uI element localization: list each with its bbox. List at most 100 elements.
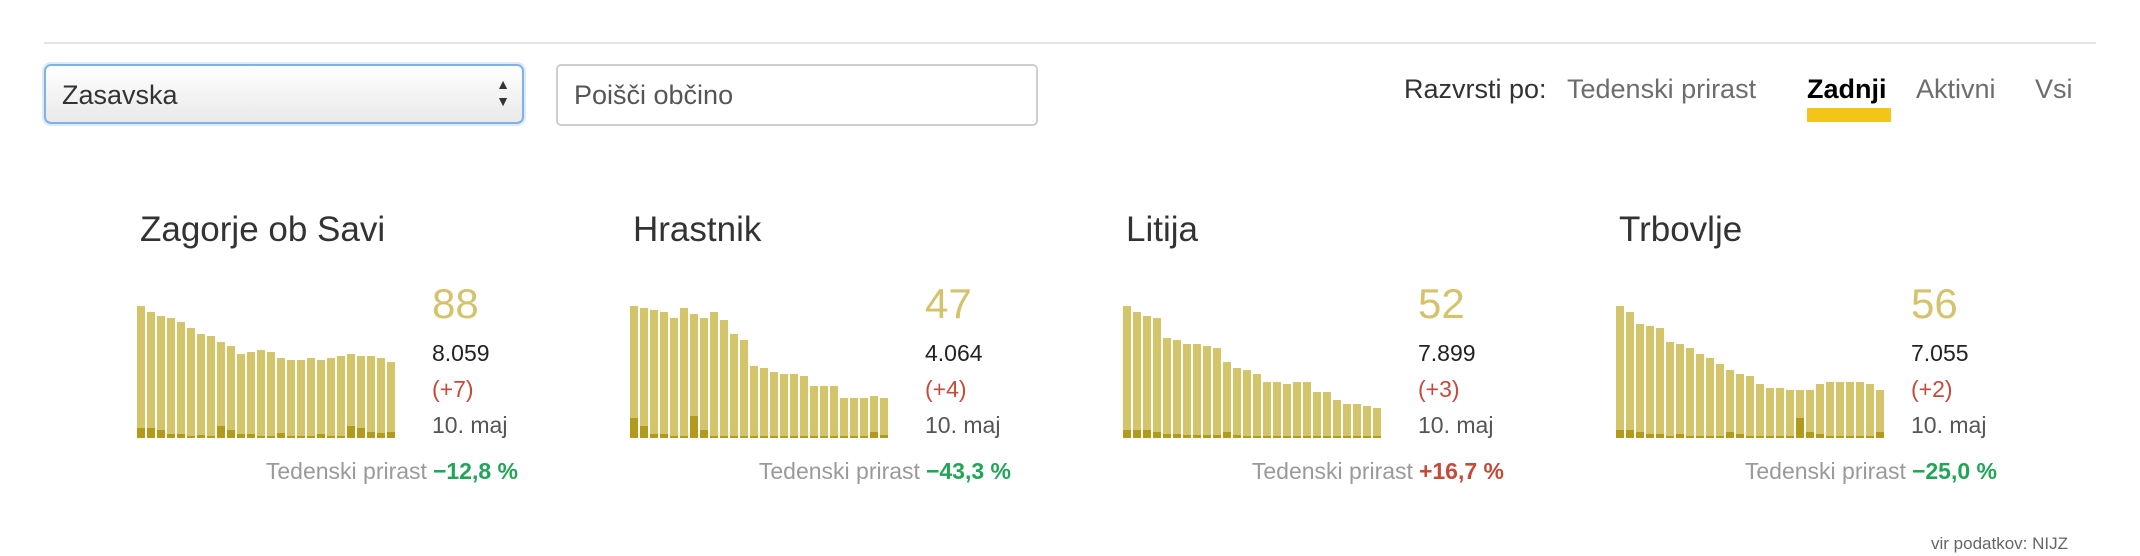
active-cases-bar <box>1183 344 1191 438</box>
new-cases-bar <box>177 434 185 438</box>
active-cases-bar <box>740 340 748 438</box>
new-cases-bar <box>780 436 788 438</box>
sort-option-latest[interactable]: Zadnji <box>1807 74 1887 104</box>
active-cases-bar <box>1676 344 1684 438</box>
new-cases-bar <box>1726 432 1734 438</box>
sort-option-all[interactable]: Vsi <box>2035 74 2073 104</box>
active-cases-bar <box>1273 382 1281 438</box>
new-cases-bar <box>750 436 758 438</box>
active-cases-bar <box>1263 382 1271 438</box>
municipality-card[interactable]: Zagorje ob Savi 88 8.059 (+7) 10. maj Te… <box>137 200 540 500</box>
active-cases-bar <box>750 366 758 438</box>
new-cases-bar <box>790 436 798 438</box>
active-cases-bar <box>1706 358 1714 438</box>
new-cases-bar <box>1323 436 1331 438</box>
active-cases-bar <box>1876 390 1884 438</box>
new-cases-bar <box>247 434 255 438</box>
active-cases-bar <box>157 316 165 438</box>
new-cases-bar <box>640 426 648 438</box>
new-cases-bar <box>217 426 225 438</box>
new-cases-bar <box>690 416 698 438</box>
new-cases-bar <box>1373 436 1381 438</box>
active-cases-bar <box>177 322 185 438</box>
active-cases-bar <box>1163 338 1171 438</box>
active-sort-underline <box>1807 108 1891 122</box>
active-cases-bar <box>730 334 738 438</box>
active-cases-bar <box>1646 326 1654 438</box>
active-cases-bar <box>840 398 848 438</box>
new-cases-bar <box>1253 436 1261 438</box>
new-cases-bar <box>1173 434 1181 438</box>
new-cases-bar <box>297 436 305 438</box>
new-cases-bar <box>257 436 265 438</box>
new-cases-bar <box>1153 432 1161 438</box>
new-cases-bar <box>1766 436 1774 438</box>
active-cases-bar <box>327 358 335 438</box>
municipality-name: Litija <box>1126 210 1198 249</box>
new-cases-bar <box>1363 436 1371 438</box>
active-cases-bar <box>640 308 648 438</box>
new-cases-bar <box>1636 432 1644 438</box>
active-cases-bar <box>1656 328 1664 438</box>
new-cases-bar <box>237 434 245 438</box>
new-cases-bar <box>1193 435 1201 438</box>
weekly-growth: Tedenski prirast −12,8 % <box>140 458 518 485</box>
new-cases-bar <box>1223 432 1231 438</box>
new-cases-bar <box>1283 436 1291 438</box>
last-update-date: 10. maj <box>1911 412 1987 438</box>
active-cases-bar <box>1223 362 1231 438</box>
last-update-date: 10. maj <box>432 412 508 438</box>
active-cases-bar <box>1213 348 1221 438</box>
top-divider <box>44 42 2096 44</box>
active-cases-bar <box>357 356 365 438</box>
active-cases-bar <box>227 346 235 438</box>
active-cases-bar <box>137 306 145 438</box>
new-cases-bar <box>880 435 888 438</box>
active-cases-bar <box>880 398 888 438</box>
new-cases-bar <box>1163 434 1171 438</box>
active-cases-bar <box>1283 384 1291 438</box>
new-cases-bar <box>1716 436 1724 438</box>
new-cases-bar <box>277 433 285 438</box>
municipality-search-input[interactable] <box>556 64 1038 126</box>
weekly-growth-value: −12,8 % <box>432 458 518 484</box>
region-select-value: Zasavska <box>62 80 178 110</box>
active-cases-bar <box>1143 316 1151 438</box>
weekly-growth: Tedenski prirast +16,7 % <box>1126 458 1504 485</box>
municipality-card[interactable]: Hrastnik 47 4.064 (+4) 10. maj Tedenski … <box>630 200 1033 500</box>
new-cases-bar <box>387 432 395 438</box>
active-cases-bar <box>870 396 878 438</box>
sort-option-weekly-growth[interactable]: Tedenski prirast <box>1567 74 1757 104</box>
sort-option-active[interactable]: Aktivni <box>1916 74 1996 104</box>
active-cases-bar <box>237 354 245 438</box>
new-cases-bar <box>1706 436 1714 438</box>
active-cases-bar <box>257 350 265 438</box>
active-cases-bar <box>1666 342 1674 438</box>
active-cases-bar <box>1756 384 1764 438</box>
new-cases-bar <box>800 436 808 438</box>
new-cases-bar <box>1736 434 1744 438</box>
active-cases-bar <box>800 376 808 438</box>
new-cases-bar <box>770 436 778 438</box>
municipality-card[interactable]: Trbovlje 56 7.055 (+2) 10. maj Tedenski … <box>1616 200 2019 500</box>
active-cases-bar <box>1243 370 1251 438</box>
new-cases-bar <box>1816 434 1824 438</box>
new-cases-bar <box>1866 436 1874 438</box>
active-cases-bar <box>1373 408 1381 438</box>
new-cases-bar <box>1696 436 1704 438</box>
daily-change-value: (+2) <box>1911 376 1953 402</box>
active-cases-bar <box>307 358 315 438</box>
active-cases-bar <box>347 354 355 438</box>
daily-change-value: (+4) <box>925 376 967 402</box>
region-select[interactable]: Zasavska ▲ ▼ <box>44 64 524 124</box>
active-cases-bar <box>1746 376 1754 438</box>
active-cases-bar <box>297 360 305 438</box>
municipality-card[interactable]: Litija 52 7.899 (+3) 10. maj Tedenski pr… <box>1123 200 1526 500</box>
new-cases-bar <box>1856 436 1864 438</box>
new-cases-bar <box>710 436 718 438</box>
active-cases-bar <box>1636 324 1644 438</box>
new-cases-bar <box>307 436 315 438</box>
active-cases-bar <box>790 374 798 438</box>
municipality-name: Trbovlje <box>1619 210 1743 249</box>
active-cases-bar <box>1796 390 1804 438</box>
